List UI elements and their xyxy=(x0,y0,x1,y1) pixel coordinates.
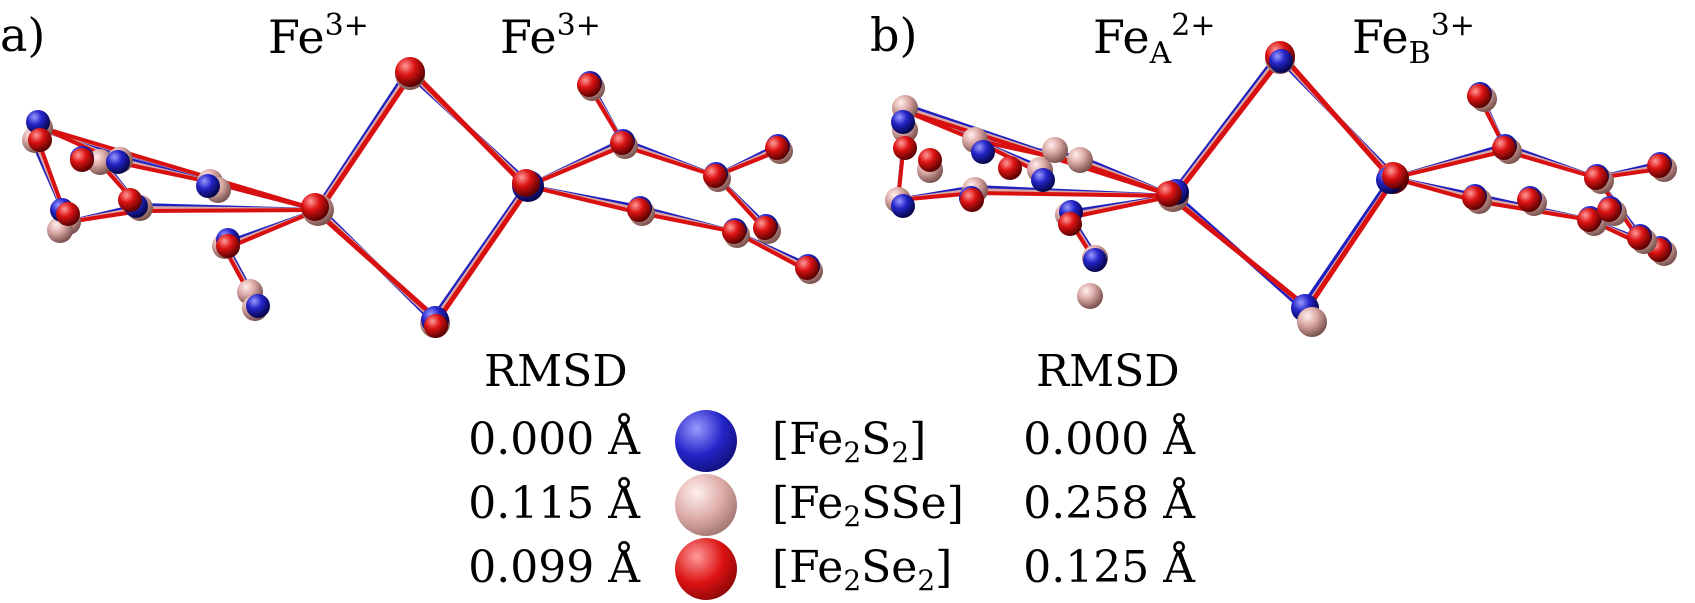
rmsd-a-value: 0.000 Å xyxy=(468,414,640,465)
atom-sphere-icon xyxy=(795,256,819,280)
bond-stick-icon xyxy=(1299,172,1396,311)
atom-sphere-icon xyxy=(1042,137,1068,163)
atom-spheres xyxy=(22,41,1677,338)
bond-stick-icon xyxy=(1170,53,1286,202)
atom-sphere-icon xyxy=(1647,154,1671,178)
atom-sphere-icon xyxy=(56,202,80,226)
bond-stick-icon xyxy=(1305,178,1396,311)
bond-stick-icon xyxy=(223,208,320,251)
panel-a-tag: a) xyxy=(0,8,46,62)
atom-sphere-icon xyxy=(960,188,984,212)
atom-sphere-icon xyxy=(893,136,917,160)
atom-sphere-icon xyxy=(577,73,601,97)
atom-sphere-icon xyxy=(998,156,1022,180)
atom-sphere-icon xyxy=(246,294,270,318)
atom-sphere-icon xyxy=(891,110,915,134)
legend-label-fe2sse: [Fe2SSe] xyxy=(772,478,964,533)
bond-stick-icon xyxy=(410,69,531,192)
bond-stick-icon xyxy=(315,69,416,216)
legend-label-fe2se2: [Fe2Se2] xyxy=(772,542,953,597)
atom-sphere-icon xyxy=(395,57,425,87)
bond-stick-icon xyxy=(526,184,642,215)
atom-sphere-icon xyxy=(70,148,94,172)
atom-sphere-icon xyxy=(1269,49,1293,73)
atom-sphere-icon xyxy=(753,216,777,240)
atom-sphere-icon xyxy=(118,188,142,212)
atom-sphere-icon xyxy=(196,174,220,198)
bond-stick-icon xyxy=(638,211,737,234)
atom-sphere-icon xyxy=(1597,198,1621,222)
atom-sphere-icon xyxy=(675,538,737,600)
atom-sphere-icon xyxy=(1382,163,1408,189)
panel-a-left-iron-label: Fe3+ xyxy=(268,8,369,64)
atom-sphere-icon xyxy=(1083,248,1107,272)
rmsd-a-value: 0.115 Å xyxy=(468,478,640,529)
atom-sphere-icon xyxy=(1584,166,1608,190)
rmsd-header-a: RMSD xyxy=(484,346,628,397)
atom-sphere-icon xyxy=(610,131,634,155)
bond-stick-icon xyxy=(526,144,625,188)
atom-sphere-icon xyxy=(1467,84,1491,108)
atom-sphere-icon xyxy=(1067,147,1093,173)
bond-stick-icon xyxy=(138,208,320,213)
rmsd-b-value: 0.000 Å xyxy=(1023,414,1195,465)
rmsd-a-value: 0.099 Å xyxy=(468,542,640,593)
bond-stick-icon xyxy=(973,191,1175,198)
atom-sphere-icon xyxy=(1492,136,1516,160)
atom-sphere-icon xyxy=(512,169,540,197)
atom-sphere-icon xyxy=(722,220,746,244)
legend-label-fe2s2: [Fe2S2] xyxy=(772,414,927,469)
atom-sphere-icon xyxy=(424,314,448,338)
atom-sphere-icon xyxy=(765,136,789,160)
atom-sphere-icon xyxy=(1077,283,1103,309)
bond-stick-icon xyxy=(1391,149,1507,180)
atom-sphere-icon xyxy=(301,193,329,221)
atom-sphere-icon xyxy=(28,128,52,152)
atom-sphere-icon xyxy=(891,194,915,218)
atom-sphere-icon xyxy=(106,150,130,174)
panel-a-right-iron-label: Fe3+ xyxy=(500,8,601,64)
rmsd-b-value: 0.125 Å xyxy=(1023,542,1195,593)
atom-sphere-icon xyxy=(971,140,995,164)
atom-sphere-icon xyxy=(1156,181,1182,207)
bond-stick-icon xyxy=(1066,194,1175,220)
panel-b-left-iron-label: FeA2+ xyxy=(1093,8,1216,71)
atom-sphere-icon xyxy=(1031,168,1055,192)
atom-sphere-icon xyxy=(675,410,737,472)
rmsd-b-value: 0.258 Å xyxy=(1023,478,1195,529)
atom-sphere-icon xyxy=(1577,208,1601,232)
atom-sphere-icon xyxy=(1297,307,1327,337)
atom-sphere-icon xyxy=(1627,226,1651,250)
atom-sphere-icon xyxy=(216,234,240,258)
atom-sphere-icon xyxy=(918,148,942,172)
bond-stick-icon xyxy=(118,161,212,184)
atom-sphere-icon xyxy=(627,198,651,222)
bond-stick-icon xyxy=(621,144,718,178)
atom-sphere-icon xyxy=(1517,188,1541,212)
panel-b-right-iron-label: FeB3+ xyxy=(1352,8,1475,71)
bond-sticks xyxy=(30,53,1662,323)
atom-sphere-icon xyxy=(26,110,50,134)
rmsd-header-b: RMSD xyxy=(1036,346,1180,397)
atom-sphere-icon xyxy=(675,474,737,536)
bond-stick-icon xyxy=(1280,53,1396,184)
atom-sphere-icon xyxy=(1462,186,1486,210)
atom-sphere-icon xyxy=(703,164,727,188)
bond-stick-icon xyxy=(1170,196,1311,311)
bond-stick-icon xyxy=(315,210,441,323)
atom-sphere-icon xyxy=(1058,212,1082,236)
bond-stick-icon xyxy=(435,186,531,323)
panel-b-tag: b) xyxy=(870,8,918,62)
